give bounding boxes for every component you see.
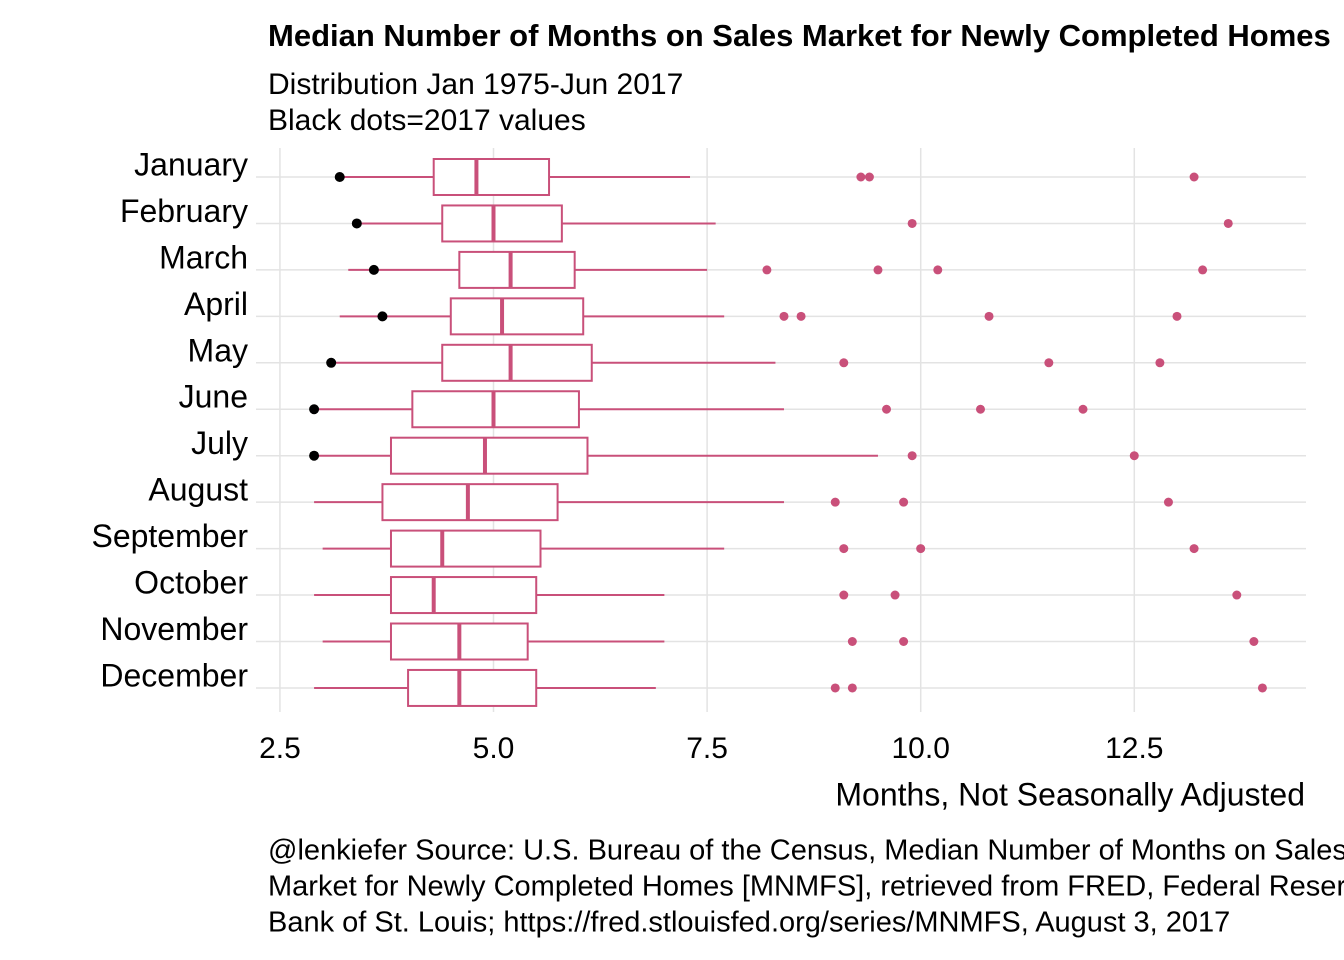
x-tick-label: 12.5: [1105, 732, 1163, 765]
outlier: [1223, 218, 1233, 228]
outlier: [873, 265, 883, 275]
box: [407, 668, 538, 707]
outlier: [1044, 358, 1054, 368]
box: [381, 483, 559, 522]
outlier: [1189, 544, 1199, 554]
box: [389, 436, 589, 475]
outlier: [839, 358, 849, 368]
outlier: [1129, 451, 1139, 461]
y-tick-label: June: [179, 379, 248, 415]
outlier: [1189, 172, 1199, 182]
point-2017: [309, 450, 320, 461]
outlier: [839, 544, 849, 554]
box: [389, 576, 538, 615]
caption: Bank of St. Louis; https://fred.stlouisf…: [268, 907, 1230, 939]
point-2017: [326, 357, 337, 368]
outlier: [1078, 404, 1088, 414]
outlier: [830, 683, 840, 693]
box: [458, 250, 576, 289]
box: [441, 204, 563, 243]
outlier: [796, 311, 806, 321]
y-tick-label: September: [91, 518, 248, 554]
outlier: [864, 172, 874, 182]
outlier: [839, 590, 849, 600]
point-2017: [309, 404, 320, 415]
x-tick-label: 10.0: [891, 732, 949, 765]
outlier: [1155, 358, 1165, 368]
outlier: [1249, 637, 1259, 646]
point-2017: [351, 218, 362, 229]
x-tick-label: 2.5: [259, 732, 301, 765]
outlier: [830, 497, 840, 507]
point-2017: [334, 172, 345, 182]
box: [411, 390, 580, 429]
outlier: [847, 683, 857, 693]
x-tick-label: 5.0: [473, 732, 515, 765]
y-tick-label: November: [100, 611, 248, 647]
caption: Market for Newly Completed Homes [MNMFS]…: [268, 871, 1344, 903]
outlier: [899, 637, 909, 646]
y-tick-label: July: [191, 425, 248, 461]
outlier: [933, 265, 943, 275]
point-2017: [377, 311, 388, 322]
outlier: [975, 404, 985, 414]
x-tick-label: 7.5: [686, 732, 728, 765]
outlier: [779, 311, 789, 321]
outlier: [1198, 265, 1208, 275]
outlier: [847, 637, 857, 646]
y-tick-label: October: [134, 565, 248, 601]
x-axis-label: Months, Not Seasonally Adjusted: [835, 776, 1305, 812]
outlier: [1163, 497, 1173, 507]
y-tick-label: March: [159, 239, 248, 275]
box: [449, 297, 585, 336]
y-tick-label: May: [188, 332, 248, 368]
subtitle: Black dots=2017 values: [268, 104, 586, 137]
box: [389, 529, 542, 568]
y-tick-label: January: [134, 146, 248, 182]
y-tick-label: April: [184, 286, 248, 322]
box: [432, 158, 551, 196]
outlier: [907, 218, 917, 228]
outlier: [1257, 683, 1267, 693]
y-tick-label: February: [120, 193, 248, 229]
outlier: [1172, 311, 1182, 321]
subtitle: Distribution Jan 1975-Jun 2017: [268, 68, 683, 101]
caption: @lenkiefer Source: U.S. Bureau of the Ce…: [268, 835, 1344, 867]
outlier: [916, 544, 926, 554]
chart-title: Median Number of Months on Sales Market …: [268, 18, 1331, 53]
outlier: [1232, 590, 1242, 600]
outlier: [882, 404, 892, 414]
outlier: [984, 311, 994, 321]
box: [441, 343, 593, 382]
outlier: [890, 590, 900, 600]
outlier: [907, 451, 917, 461]
outlier: [856, 172, 866, 182]
outlier: [899, 497, 909, 507]
y-tick-label: August: [148, 472, 248, 508]
y-tick-label: December: [100, 657, 248, 693]
outlier: [762, 265, 772, 275]
point-2017: [368, 264, 379, 275]
